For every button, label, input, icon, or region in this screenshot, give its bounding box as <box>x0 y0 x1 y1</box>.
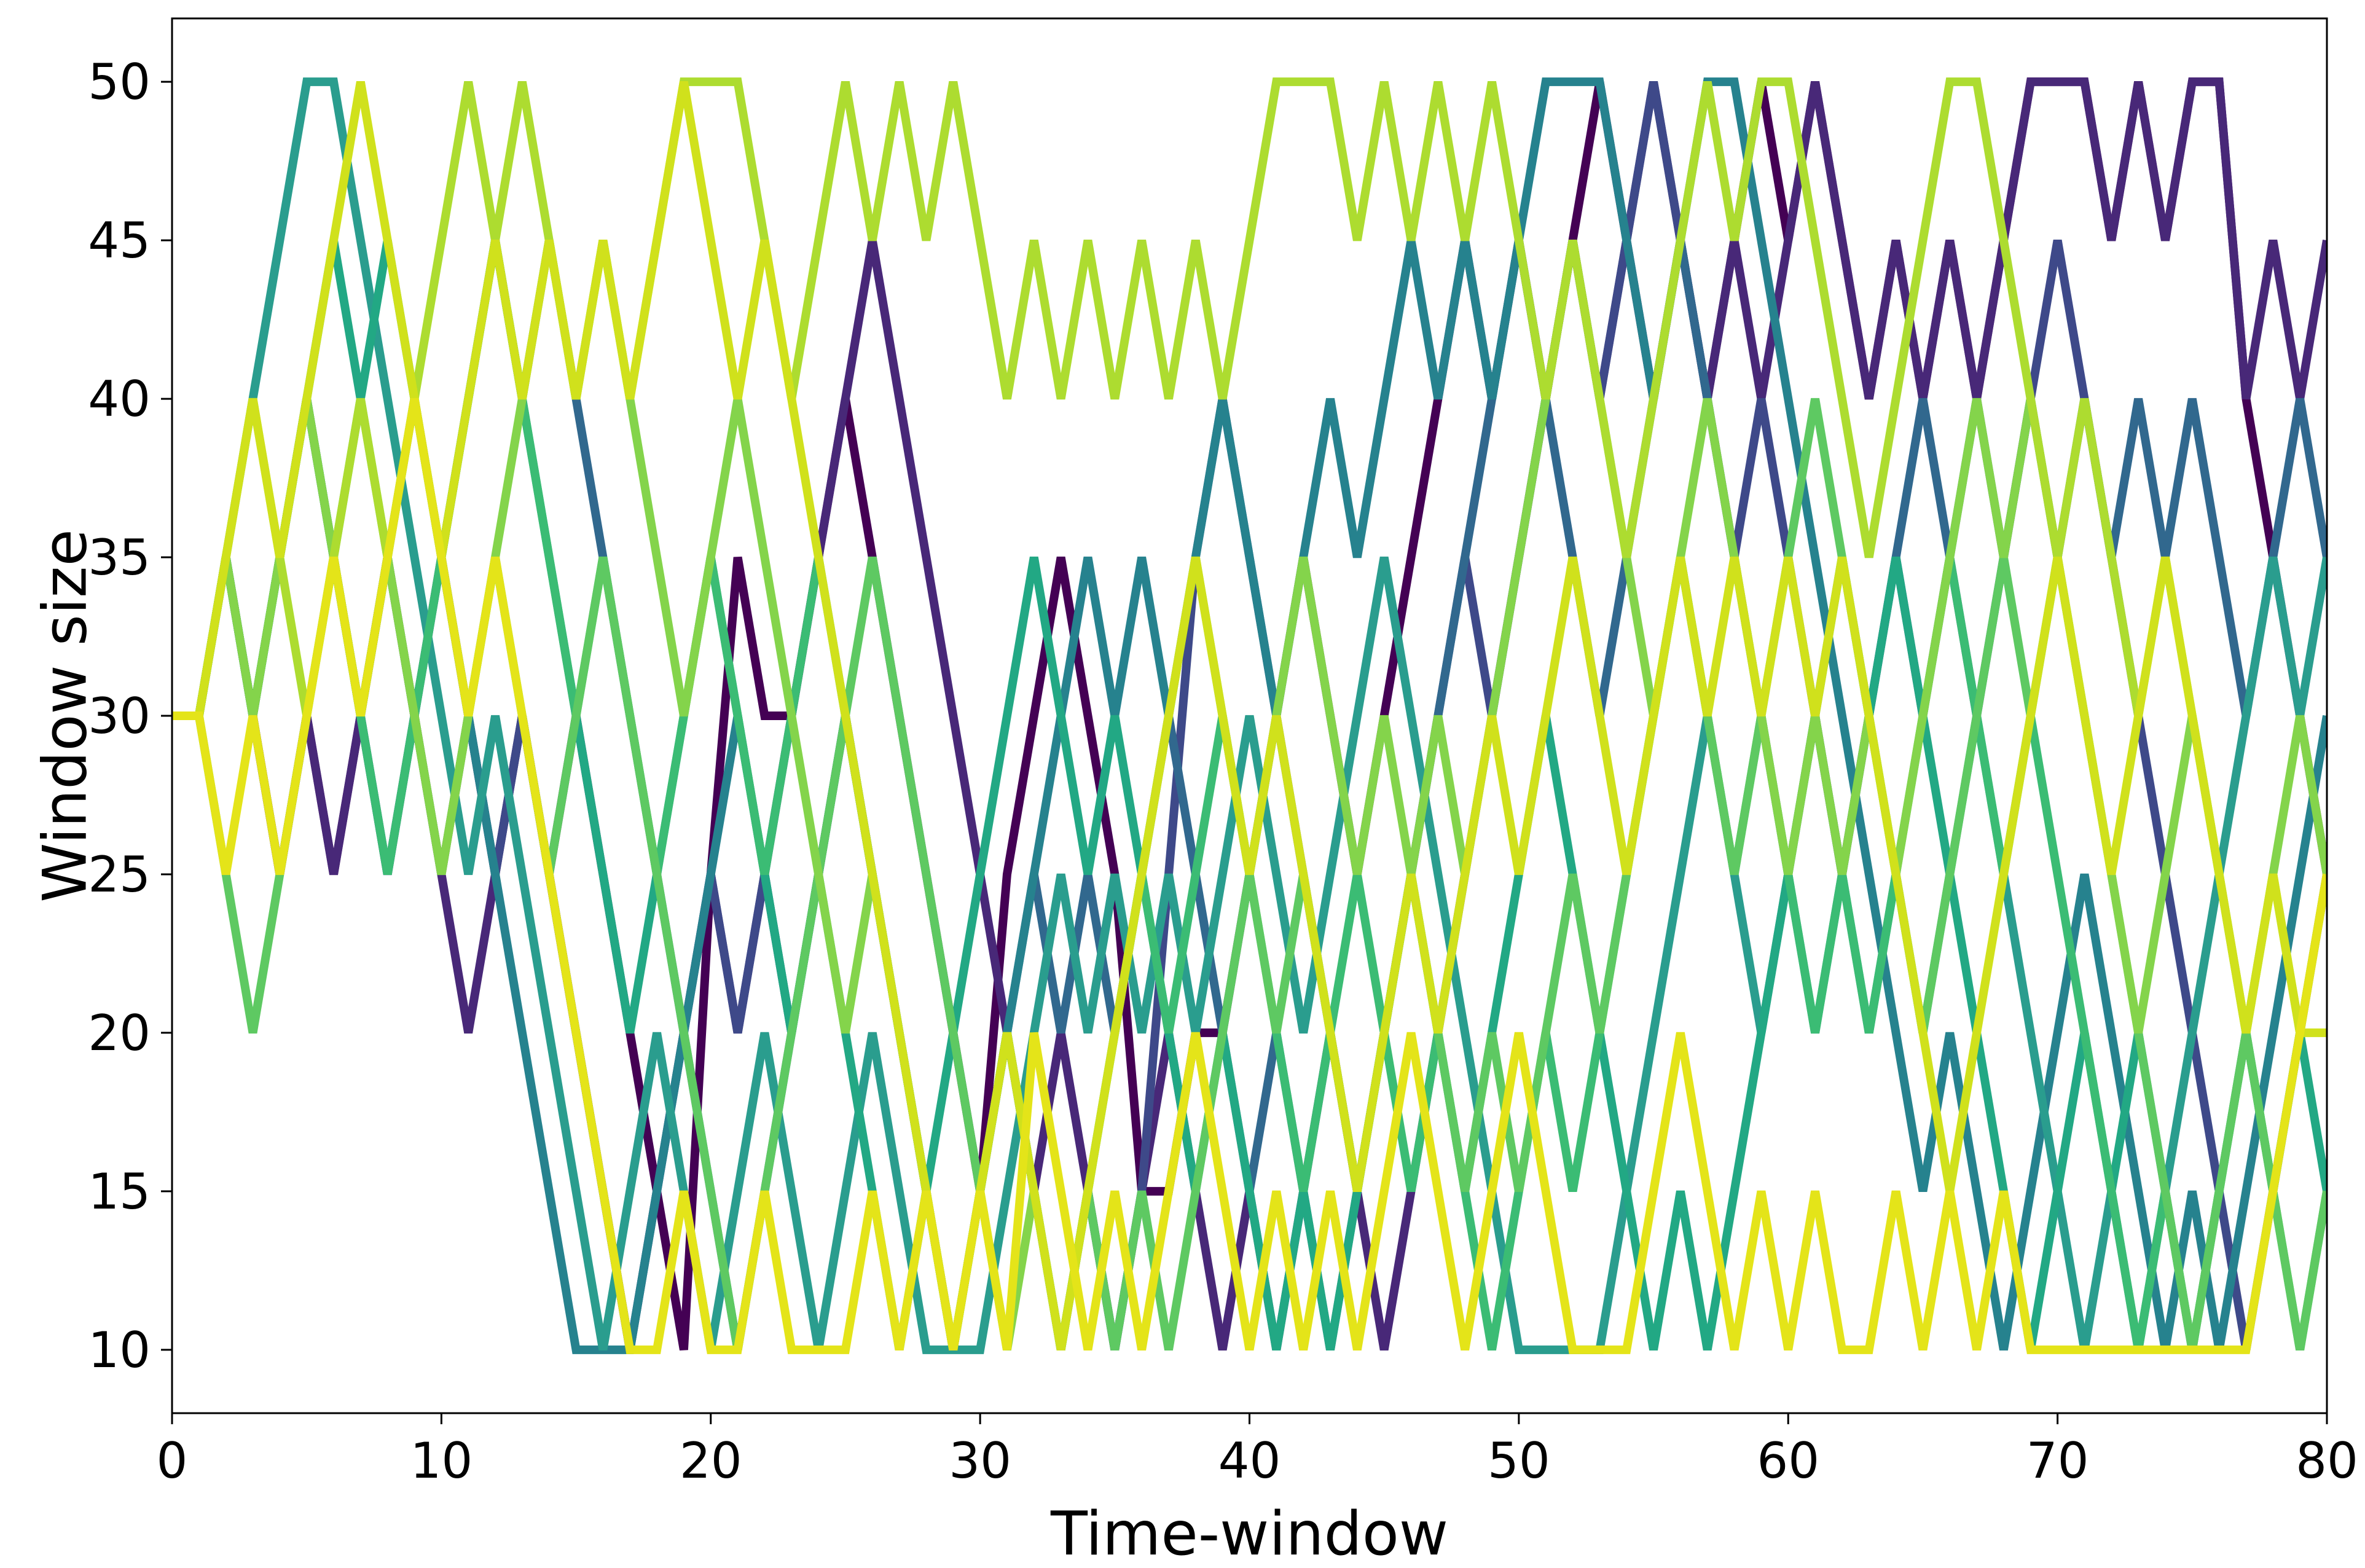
y-tick-label: 45 <box>88 212 151 269</box>
y-axis: 10 15 20 25 30 35 40 45 50 <box>88 53 172 1379</box>
x-tick-label: 20 <box>680 1432 742 1489</box>
y-tick-label: 50 <box>88 53 151 111</box>
y-axis-title: Window size <box>30 529 100 903</box>
series-line-5 <box>172 77 2327 1354</box>
y-tick-label: 35 <box>88 529 151 586</box>
y-tick-label: 15 <box>88 1163 151 1220</box>
y-tick-label: 40 <box>88 370 151 428</box>
x-tick-label: 0 <box>157 1432 188 1489</box>
x-tick-label: 10 <box>410 1432 473 1489</box>
y-tick-label: 10 <box>88 1322 151 1379</box>
x-axis-title: Time-window <box>1050 1499 1448 1566</box>
x-tick-label: 60 <box>1757 1432 1819 1489</box>
y-tick-label: 30 <box>88 688 151 745</box>
plot-area <box>172 77 2327 1354</box>
x-tick-label: 50 <box>1488 1432 1550 1489</box>
series-line-12 <box>172 81 2327 1350</box>
x-axis: 0 10 20 30 40 50 60 70 80 <box>157 1413 2358 1489</box>
y-tick-label: 20 <box>88 1005 151 1062</box>
x-tick-label: 30 <box>949 1432 1011 1489</box>
x-tick-label: 80 <box>2296 1432 2358 1489</box>
x-tick-label: 70 <box>2026 1432 2089 1489</box>
y-tick-label: 25 <box>88 846 151 903</box>
series-line-11 <box>172 77 2327 1034</box>
series-line-13 <box>172 398 2327 1354</box>
x-tick-label: 40 <box>1218 1432 1281 1489</box>
